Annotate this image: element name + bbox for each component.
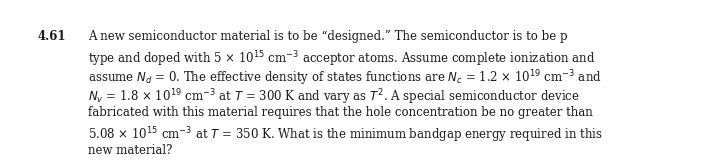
Text: assume $N_d$ = 0. The effective density of states functions are $N_c$ = 1.2 × 10: assume $N_d$ = 0. The effective density … <box>88 68 602 88</box>
Text: type and doped with 5 × 10$^{15}$ cm$^{-3}$ acceptor atoms. Assume complete ioni: type and doped with 5 × 10$^{15}$ cm$^{-… <box>88 49 596 69</box>
Text: A new semiconductor material is to be “designed.” The semiconductor is to be p: A new semiconductor material is to be “d… <box>88 30 568 43</box>
Text: 4.61: 4.61 <box>38 30 66 43</box>
Text: 5.08 × 10$^{15}$ cm$^{-3}$ at $T$ = 350 K. What is the minimum bandgap energy re: 5.08 × 10$^{15}$ cm$^{-3}$ at $T$ = 350 … <box>88 125 603 145</box>
Text: $N_v$ = 1.8 × 10$^{19}$ cm$^{-3}$ at $T$ = 300 K and vary as $T^2$. A special se: $N_v$ = 1.8 × 10$^{19}$ cm$^{-3}$ at $T$… <box>88 87 580 107</box>
Text: fabricated with this material requires that the hole concentration be no greater: fabricated with this material requires t… <box>88 106 593 119</box>
Text: new material?: new material? <box>88 144 172 157</box>
